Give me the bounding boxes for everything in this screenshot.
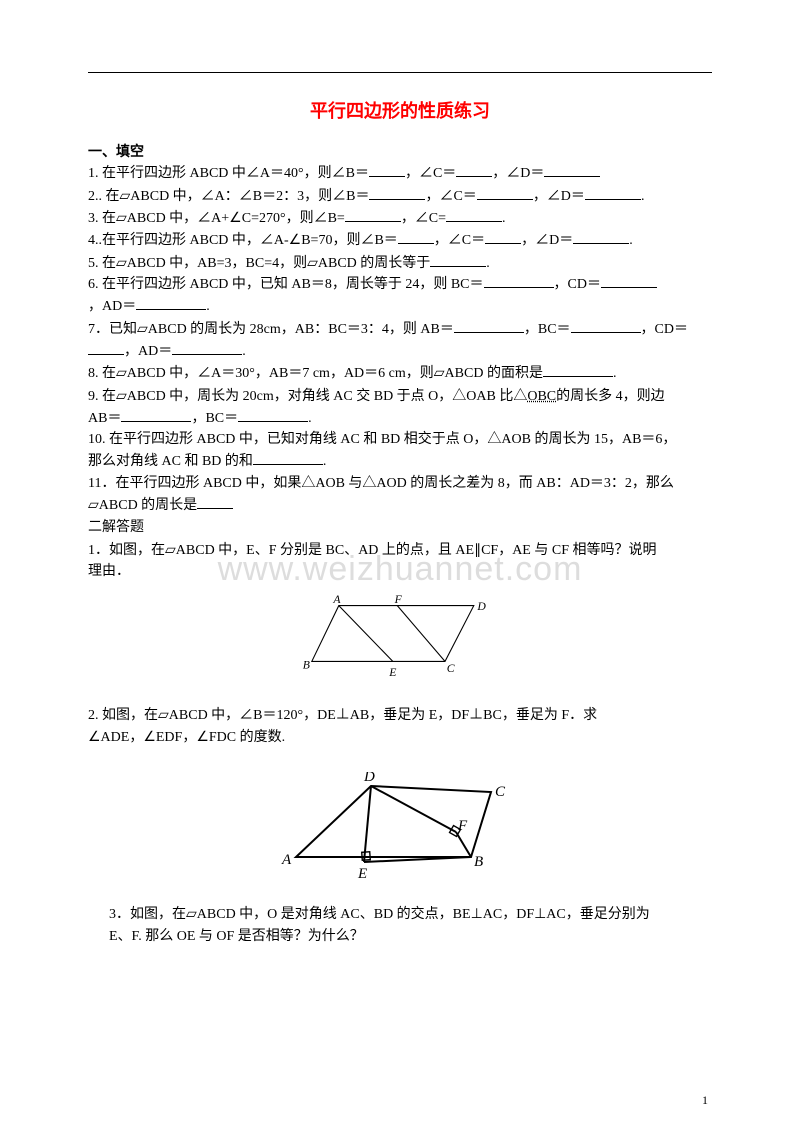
q9-l1: 9. 在▱ABCD 中，周长为 20cm，对角线 AC 交 BD 于点 O，△O… xyxy=(88,385,712,408)
q5-pre: 5. 在 xyxy=(88,256,116,271)
q7-l2: ，AD＝. xyxy=(88,341,712,363)
q9-l2b: ，BC＝ xyxy=(191,411,238,426)
q7-l2a: ，AD＝ xyxy=(124,344,172,359)
svg-text:F: F xyxy=(457,818,468,834)
figure-1: A F D B E C xyxy=(88,593,712,688)
p2-l1a: 2. 如图，在 xyxy=(88,708,158,723)
svg-text:E: E xyxy=(357,866,367,882)
q5: 5. 在▱ABCD 中，AB=3，BC=4，则▱ABCD 的周长等于. xyxy=(88,252,712,275)
q7-m2: ，CD＝ xyxy=(641,322,688,337)
figure-2: D C F B E A xyxy=(88,772,712,887)
q1: 1. 在平行四边形 ABCD 中∠A＝40°，则∠B＝ ，∠C＝ ，∠D＝ xyxy=(88,163,712,185)
p3-l1b: ABCD 中，O 是对角线 AC、BD 的交点，BE⊥AC，DF⊥AC，垂足分别… xyxy=(197,907,650,922)
q8-pre: 8. 在 xyxy=(88,366,116,381)
q4-end: . xyxy=(629,233,633,248)
q9-post: 的周长多 4，则边 xyxy=(556,389,665,404)
q3-pre2: ABCD 中，∠A+∠C=270°，则∠B= xyxy=(127,211,345,226)
svg-text:B: B xyxy=(474,854,483,870)
q7-m1: ，BC＝ xyxy=(524,322,571,337)
svg-text:C: C xyxy=(495,784,506,800)
q9-l2a: AB＝ xyxy=(88,411,121,426)
q3-pre: 3. 在 xyxy=(88,211,116,226)
q9-obc: OBC xyxy=(527,389,556,404)
q8-end: . xyxy=(613,366,617,381)
q6-l2a: ，AD＝ xyxy=(88,299,136,314)
p1-l2: 理由． xyxy=(88,561,712,583)
q7-pre2: ABCD 的周长为 28cm，AB：BC＝3：4，则 AB＝ xyxy=(148,322,454,337)
q4-m1: ，∠C＝ xyxy=(434,233,485,248)
p1-l1: 1．如图，在▱ABCD 中，E、F 分别是 BC、AD 上的点，且 AE∥CF，… xyxy=(88,539,712,562)
q6-pre: 6. 在平行四边形 ABCD 中，已知 AB＝8，周长等于 24，则 BC＝ xyxy=(88,277,484,292)
q11-l1: 11．在平行四边形 ABCD 中，如果△AOB 与△AOD 的周长之差为 8，而… xyxy=(88,473,712,495)
q10-l2: 那么对角线 AC 和 BD 的和. xyxy=(88,451,712,473)
q6-l2: ，AD＝. xyxy=(88,296,712,318)
q2-pre: 2.. 在 xyxy=(88,189,120,204)
q5-pre2: ABCD 中，AB=3，BC=4，则 xyxy=(127,256,307,271)
p2-l1: 2. 如图，在▱ABCD 中，∠B＝120°，DE⊥AB，垂足为 E，DF⊥BC… xyxy=(88,704,712,727)
q3: 3. 在▱ABCD 中，∠A+∠C=270°，则∠B=，∠C=. xyxy=(88,207,712,230)
svg-text:E: E xyxy=(388,666,396,679)
q1-pre: 1. 在平行四边形 ABCD 中∠A＝40°，则∠B＝ xyxy=(88,166,369,181)
page-number: 1 xyxy=(702,1093,708,1108)
p1-l1a: 1．如图，在 xyxy=(88,543,165,558)
q10-l1: 10. 在平行四边形 ABCD 中，已知对角线 AC 和 BD 相交于点 O，△… xyxy=(88,429,712,451)
q5-end: . xyxy=(486,256,490,271)
q11-l2: ▱ABCD 的周长是 xyxy=(88,494,712,517)
q1-m2: ，∠D＝ xyxy=(492,166,544,181)
q2-m2: ，∠D＝ xyxy=(533,189,585,204)
q11-l2a: ABCD 的周长是 xyxy=(99,498,197,513)
q8-pre2: ABCD 中，∠A＝30°，AB＝7 cm，AD＝6 cm，则 xyxy=(127,366,434,381)
q7-l1: 7．已知▱ABCD 的周长为 28cm，AB：BC＝3：4，则 AB＝，BC＝，… xyxy=(88,318,712,341)
q8-tail: ABCD 的面积是 xyxy=(445,366,543,381)
svg-text:C: C xyxy=(447,662,455,675)
p2-l2: ∠ADE，∠EDF，∠FDC 的度数. xyxy=(88,727,712,749)
q7-pre: 7．已知 xyxy=(88,322,137,337)
q1-m1: ，∠C＝ xyxy=(405,166,456,181)
p3-l1a: 3．如图，在 xyxy=(109,907,186,922)
p3-l1: 3．如图，在▱ABCD 中，O 是对角线 AC、BD 的交点，BE⊥AC，DF⊥… xyxy=(88,903,712,926)
section-1-head: 一、填空 xyxy=(88,141,712,161)
svg-text:F: F xyxy=(394,593,403,606)
section-2-head: 二解答题 xyxy=(88,517,712,539)
page-title: 平行四边形的性质练习 xyxy=(88,97,712,123)
q3-m1: ，∠C= xyxy=(401,211,446,226)
q10-l2end: . xyxy=(323,454,327,469)
q4-pre: 4..在平行四边形 ABCD 中，∠A-∠B=70，则∠B＝ xyxy=(88,233,398,248)
svg-text:B: B xyxy=(303,659,310,672)
q4-m2: ，∠D＝ xyxy=(521,233,573,248)
svg-text:D: D xyxy=(363,772,375,785)
q3-end: . xyxy=(502,211,506,226)
p1-l1b: ABCD 中，E、F 分别是 BC、AD 上的点，且 AE∥CF，AE 与 CF… xyxy=(176,543,657,558)
q8: 8. 在▱ABCD 中，∠A＝30°，AB＝7 cm，AD＝6 cm，则▱ABC… xyxy=(88,362,712,385)
q9-pre2: ABCD 中，周长为 20cm，对角线 AC 交 BD 于点 O，△OAB 比△ xyxy=(127,389,528,404)
q2-end: . xyxy=(641,189,645,204)
q10-l2a: 那么对角线 AC 和 BD 的和 xyxy=(88,454,253,469)
svg-text:A: A xyxy=(281,852,292,868)
q6-l2end: . xyxy=(206,299,210,314)
q2-m1: ，∠C＝ xyxy=(425,189,476,204)
q2: 2.. 在▱ABCD 中，∠A：∠B＝2：3，则∠B＝，∠C＝，∠D＝. xyxy=(88,185,712,208)
svg-text:D: D xyxy=(476,600,486,613)
q5-tail: ABCD 的周长等于 xyxy=(318,256,430,271)
q6-l1: 6. 在平行四边形 ABCD 中，已知 AB＝8，周长等于 24，则 BC＝ ，C… xyxy=(88,274,712,296)
q9-l2end: . xyxy=(308,411,312,426)
q4: 4..在平行四边形 ABCD 中，∠A-∠B=70，则∠B＝ ，∠C＝ ，∠D＝. xyxy=(88,230,712,252)
q7-l2end: . xyxy=(242,344,246,359)
svg-text:A: A xyxy=(332,593,341,606)
page-content: 平行四边形的性质练习 一、填空 1. 在平行四边形 ABCD 中∠A＝40°，则… xyxy=(0,0,800,988)
q9-l2: AB＝ ，BC＝. xyxy=(88,408,712,430)
q2-pre2: ABCD 中，∠A：∠B＝2：3，则∠B＝ xyxy=(130,189,369,204)
p2-l1b: ABCD 中，∠B＝120°，DE⊥AB，垂足为 E，DF⊥BC，垂足为 F．求 xyxy=(169,708,597,723)
p3-l2: E、F. 那么 OE 与 OF 是否相等？为什么？ xyxy=(88,926,712,948)
q9-pre: 9. 在 xyxy=(88,389,116,404)
top-rule xyxy=(88,72,712,73)
q6-m1: ，CD＝ xyxy=(554,277,601,292)
